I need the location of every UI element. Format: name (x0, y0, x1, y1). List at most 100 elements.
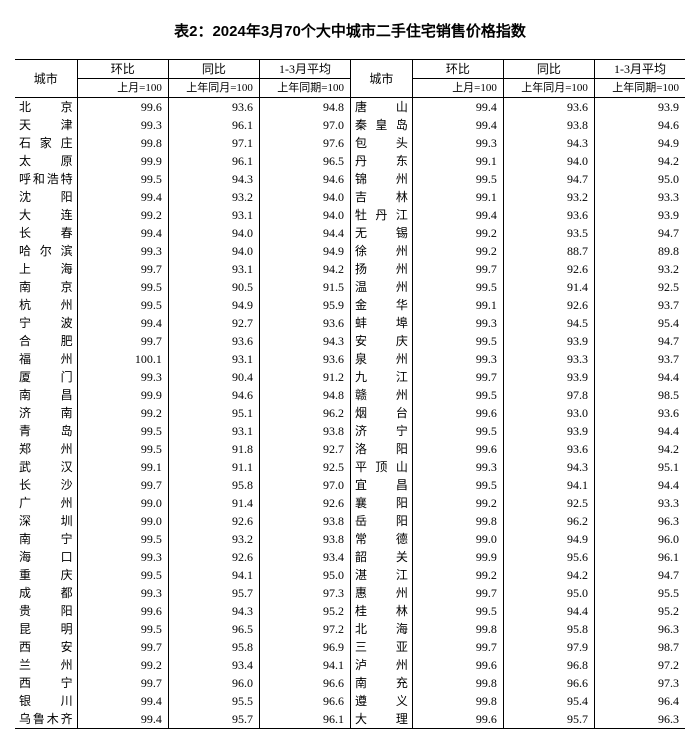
mom-cell: 99.4 (412, 206, 503, 224)
city-cell: 扬州 (350, 260, 412, 278)
table-row: 上海99.793.194.2扬州99.792.693.2 (15, 260, 685, 278)
avg-cell: 96.1 (259, 710, 350, 729)
avg-cell: 94.8 (259, 386, 350, 404)
table-row: 宁波99.492.793.6蚌埠99.394.595.4 (15, 314, 685, 332)
price-index-table: 城市 环比 同比 1-3月平均 城市 环比 同比 1-3月平均 上月=100 上… (15, 59, 685, 729)
mom-cell: 99.6 (412, 710, 503, 729)
yoy-cell: 95.4 (503, 692, 594, 710)
avg-cell: 92.5 (259, 458, 350, 476)
mom-cell: 99.2 (412, 242, 503, 260)
city-cell: 北京 (15, 98, 77, 117)
avg-cell: 95.0 (259, 566, 350, 584)
mom-cell: 99.5 (412, 170, 503, 188)
table-row: 济南99.295.196.2烟台99.693.093.6 (15, 404, 685, 422)
yoy-cell: 95.0 (503, 584, 594, 602)
yoy-cell: 92.6 (168, 548, 259, 566)
mom-cell: 99.4 (412, 116, 503, 134)
avg-cell: 93.4 (259, 548, 350, 566)
table-row: 哈尔滨99.394.094.9徐州99.288.789.8 (15, 242, 685, 260)
avg-cell: 89.8 (594, 242, 685, 260)
avg-cell: 98.5 (594, 386, 685, 404)
subheader-avg-right: 上年同期=100 (594, 79, 685, 98)
mom-cell: 99.2 (412, 566, 503, 584)
mom-cell: 99.3 (77, 368, 168, 386)
avg-cell: 94.4 (594, 476, 685, 494)
avg-cell: 93.8 (259, 512, 350, 530)
subheader-mom-left: 上月=100 (77, 79, 168, 98)
city-cell: 韶关 (350, 548, 412, 566)
yoy-cell: 93.1 (168, 206, 259, 224)
avg-cell: 97.3 (594, 674, 685, 692)
mom-cell: 99.7 (77, 476, 168, 494)
city-cell: 福州 (15, 350, 77, 368)
mom-cell: 99.9 (77, 386, 168, 404)
yoy-cell: 95.8 (168, 638, 259, 656)
avg-cell: 96.3 (594, 710, 685, 729)
mom-cell: 99.1 (412, 296, 503, 314)
city-cell: 大理 (350, 710, 412, 729)
yoy-cell: 97.9 (503, 638, 594, 656)
mom-cell: 99.5 (412, 476, 503, 494)
yoy-cell: 92.6 (503, 260, 594, 278)
mom-cell: 99.4 (77, 188, 168, 206)
yoy-cell: 93.9 (503, 368, 594, 386)
yoy-cell: 93.1 (168, 260, 259, 278)
city-cell: 遵义 (350, 692, 412, 710)
avg-cell: 94.1 (259, 656, 350, 674)
table-row: 南宁99.593.293.8常德99.094.996.0 (15, 530, 685, 548)
yoy-cell: 93.1 (168, 350, 259, 368)
yoy-cell: 93.6 (168, 98, 259, 117)
city-cell: 安庆 (350, 332, 412, 350)
mom-cell: 99.7 (77, 260, 168, 278)
avg-cell: 94.2 (594, 152, 685, 170)
mom-cell: 99.8 (412, 674, 503, 692)
city-cell: 深圳 (15, 512, 77, 530)
city-cell: 常德 (350, 530, 412, 548)
city-cell: 丹东 (350, 152, 412, 170)
avg-cell: 94.6 (594, 116, 685, 134)
mom-cell: 99.7 (412, 584, 503, 602)
avg-cell: 94.4 (259, 224, 350, 242)
city-cell: 长春 (15, 224, 77, 242)
yoy-cell: 93.1 (168, 422, 259, 440)
table-row: 重庆99.594.195.0湛江99.294.294.7 (15, 566, 685, 584)
city-cell: 岳阳 (350, 512, 412, 530)
table-title: 表2：2024年3月70个大中城市二手住宅销售价格指数 (15, 20, 685, 41)
avg-cell: 97.0 (259, 476, 350, 494)
yoy-cell: 93.0 (503, 404, 594, 422)
yoy-cell: 93.2 (168, 530, 259, 548)
yoy-cell: 94.6 (168, 386, 259, 404)
avg-cell: 94.3 (259, 332, 350, 350)
table-row: 呼和浩特99.594.394.6锦州99.594.795.0 (15, 170, 685, 188)
city-cell: 包头 (350, 134, 412, 152)
mom-cell: 99.6 (412, 404, 503, 422)
city-cell: 成都 (15, 584, 77, 602)
mom-cell: 99.5 (77, 566, 168, 584)
avg-cell: 95.9 (259, 296, 350, 314)
header-city-left: 城市 (15, 60, 77, 98)
avg-cell: 93.9 (594, 206, 685, 224)
mom-cell: 99.5 (412, 602, 503, 620)
mom-cell: 99.5 (412, 332, 503, 350)
city-cell: 烟台 (350, 404, 412, 422)
mom-cell: 99.6 (412, 656, 503, 674)
avg-cell: 92.7 (259, 440, 350, 458)
mom-cell: 99.3 (77, 242, 168, 260)
mom-cell: 99.6 (77, 98, 168, 117)
table-row: 郑州99.591.892.7洛阳99.693.694.2 (15, 440, 685, 458)
city-cell: 太原 (15, 152, 77, 170)
yoy-cell: 94.2 (503, 566, 594, 584)
mom-cell: 99.8 (412, 512, 503, 530)
mom-cell: 99.5 (77, 440, 168, 458)
table-row: 长沙99.795.897.0宜昌99.594.194.4 (15, 476, 685, 494)
yoy-cell: 93.6 (503, 440, 594, 458)
table-row: 天津99.396.197.0秦皇岛99.493.894.6 (15, 116, 685, 134)
city-cell: 哈尔滨 (15, 242, 77, 260)
header-avg-left: 1-3月平均 (259, 60, 350, 79)
table-row: 海口99.392.693.4韶关99.995.696.1 (15, 548, 685, 566)
mom-cell: 99.5 (412, 422, 503, 440)
mom-cell: 99.2 (77, 404, 168, 422)
city-cell: 无锡 (350, 224, 412, 242)
table-row: 合肥99.793.694.3安庆99.593.994.7 (15, 332, 685, 350)
mom-cell: 99.5 (77, 620, 168, 638)
